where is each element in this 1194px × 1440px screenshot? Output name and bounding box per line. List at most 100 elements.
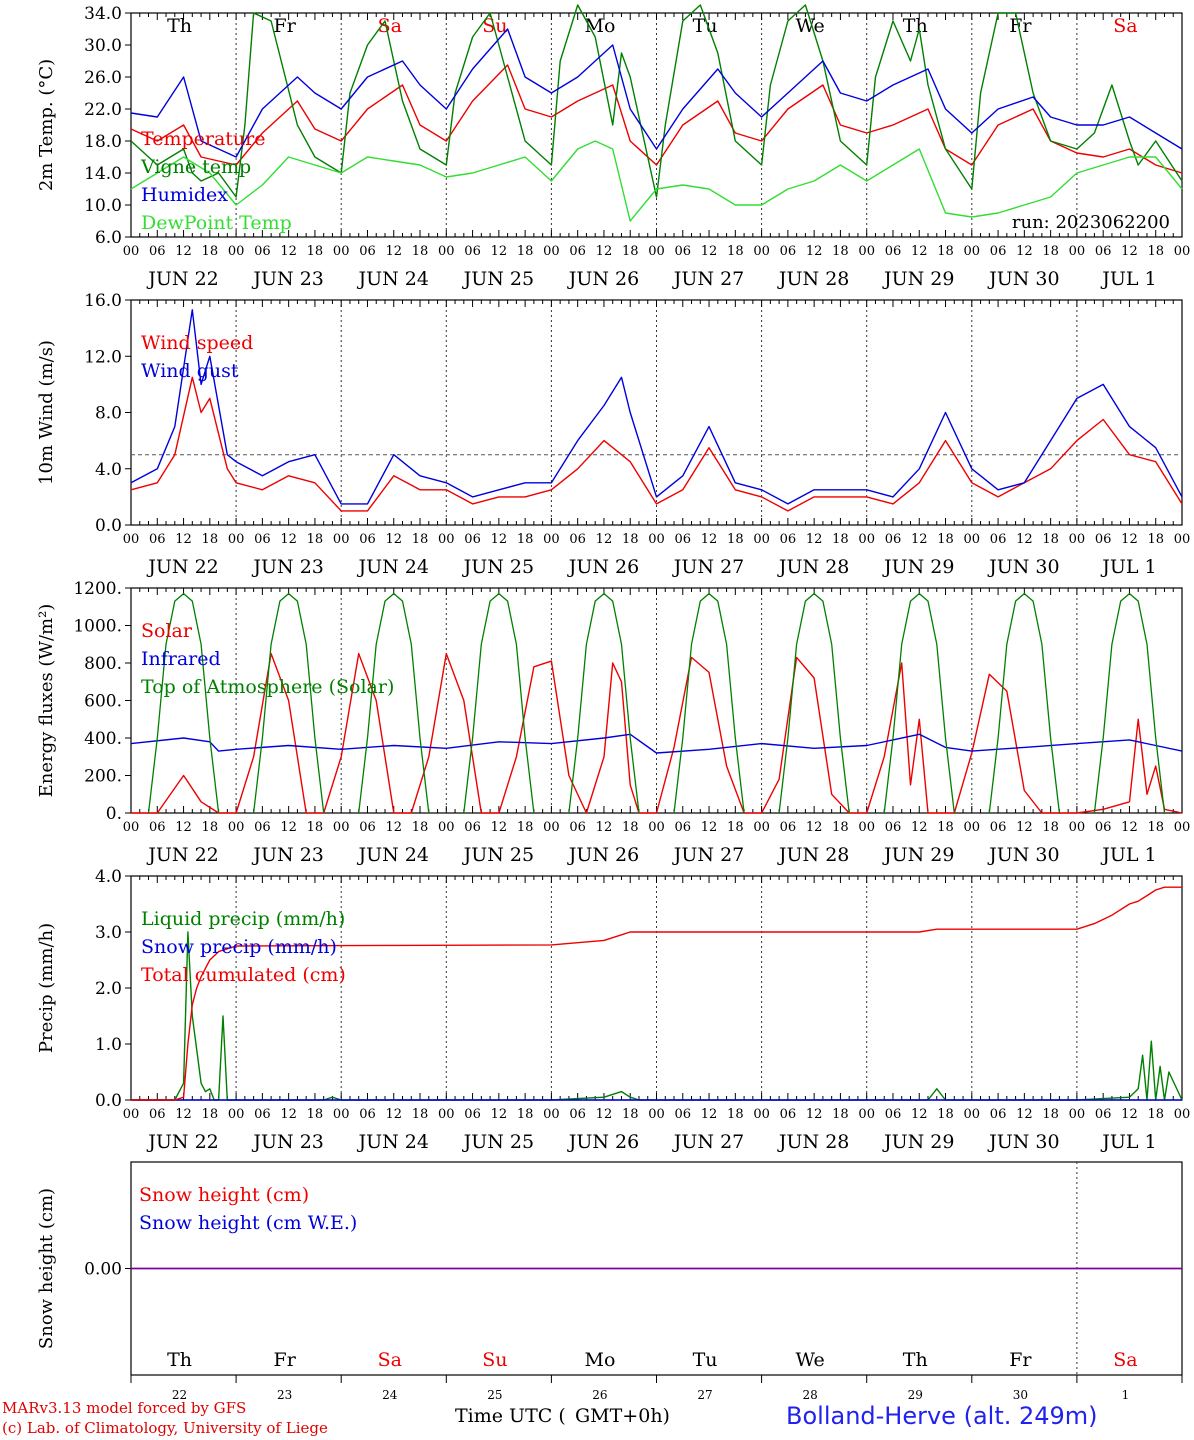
hour-tick-label: 12 <box>1121 244 1138 259</box>
hour-tick-label: 06 <box>1095 820 1112 835</box>
y-tick-label: 10.0 <box>84 196 122 216</box>
hour-tick-label: 06 <box>780 1107 797 1122</box>
hour-tick-label: 12 <box>596 532 613 547</box>
hour-tick-label: 18 <box>517 532 534 547</box>
hour-tick-label: 18 <box>202 1107 219 1122</box>
hour-tick-label: 06 <box>569 532 586 547</box>
hour-tick-label: 00 <box>228 244 245 259</box>
hour-tick-label: 18 <box>727 532 744 547</box>
hour-tick-label: 06 <box>359 820 376 835</box>
y-tick-label: 18.0 <box>84 132 122 152</box>
hour-tick-label: 00 <box>123 1107 140 1122</box>
y-tick-label: 6.0 <box>95 228 122 248</box>
hour-tick-label: 00 <box>858 820 875 835</box>
date-label: JUL 1 <box>1100 556 1156 578</box>
hour-tick-label: 00 <box>964 1107 981 1122</box>
date-label: JUN 26 <box>567 1131 639 1153</box>
hour-tick-label: 06 <box>675 532 692 547</box>
hour-tick-label: 12 <box>175 820 192 835</box>
hour-tick-label: 18 <box>832 820 849 835</box>
hour-tick-label: 18 <box>307 820 324 835</box>
hour-tick-label: 12 <box>385 532 402 547</box>
hour-tick-label: 06 <box>254 1107 271 1122</box>
date-label: JUN 25 <box>462 1131 534 1153</box>
hour-tick-label: 18 <box>1147 820 1164 835</box>
date-label: JUN 28 <box>777 556 849 578</box>
hour-tick-label: 12 <box>385 244 402 259</box>
hour-tick-label: 06 <box>885 820 902 835</box>
hour-tick-label: 06 <box>569 1107 586 1122</box>
hour-tick-label: 18 <box>1042 532 1059 547</box>
day-name-label: Th <box>903 1349 928 1371</box>
hour-tick-label: 18 <box>832 1107 849 1122</box>
date-label: JUN 25 <box>462 556 534 578</box>
hour-tick-label: 06 <box>1095 1107 1112 1122</box>
series-line <box>130 733 1183 754</box>
date-label: JUN 24 <box>357 844 429 866</box>
hour-tick-label: 12 <box>280 820 297 835</box>
hour-tick-label: 00 <box>1174 820 1191 835</box>
time-zone-label: GMT+0h) <box>575 1405 670 1427</box>
hour-tick-label: 18 <box>727 244 744 259</box>
hour-tick-label: 18 <box>1147 532 1164 547</box>
hour-tick-label: 06 <box>780 244 797 259</box>
hour-tick-label: 18 <box>412 820 429 835</box>
date-label: JUN 23 <box>251 1131 323 1153</box>
hour-tick-label: 12 <box>911 1107 928 1122</box>
day-number-label: 25 <box>487 1388 502 1402</box>
hour-tick-label: 18 <box>412 244 429 259</box>
hour-tick-label: 00 <box>753 244 770 259</box>
hour-tick-label: 18 <box>412 1107 429 1122</box>
hour-tick-label: 00 <box>858 1107 875 1122</box>
y-axis-label: 2m Temp. (°C) <box>36 59 57 191</box>
time-axis-label: Time UTC ( <box>455 1405 566 1427</box>
hour-tick-label: 06 <box>569 820 586 835</box>
hour-tick-label: 00 <box>753 1107 770 1122</box>
day-name-label: Fr <box>1009 15 1032 37</box>
hour-tick-label: 12 <box>491 532 508 547</box>
day-name-label: Mo <box>584 1349 615 1371</box>
date-label: JUL 1 <box>1100 1131 1156 1153</box>
y-tick-label: 0.0 <box>95 1091 122 1111</box>
hour-tick-label: 06 <box>569 244 586 259</box>
hour-tick-label: 00 <box>333 244 350 259</box>
date-label: JUN 26 <box>567 844 639 866</box>
hour-tick-label: 00 <box>123 244 140 259</box>
hour-tick-label: 00 <box>1069 244 1086 259</box>
series-line <box>130 64 1183 174</box>
legend-entry: Vigne temp <box>140 156 251 178</box>
series-line <box>130 28 1183 158</box>
y-tick-label: 4.0 <box>95 460 122 480</box>
hour-tick-label: 12 <box>911 820 928 835</box>
date-label: JUN 22 <box>146 844 218 866</box>
legend-entry: Wind speed <box>141 332 253 354</box>
series-line <box>130 4 1183 198</box>
hour-tick-label: 00 <box>228 532 245 547</box>
day-name-label: Sa <box>1113 1349 1137 1371</box>
date-label: JUL 1 <box>1100 844 1156 866</box>
hour-tick-label: 00 <box>543 820 560 835</box>
date-label: JUN 23 <box>251 268 323 290</box>
day-number-label: 24 <box>382 1388 398 1402</box>
date-label: JUN 28 <box>777 844 849 866</box>
hour-tick-label: 12 <box>1121 1107 1138 1122</box>
hour-tick-label: 06 <box>254 820 271 835</box>
hour-tick-label: 00 <box>333 820 350 835</box>
day-name-label: Sa <box>378 1349 402 1371</box>
y-axis-label: Precip (mm/h) <box>36 923 57 1053</box>
hour-tick-label: 12 <box>806 244 823 259</box>
hour-tick-label: 06 <box>464 1107 481 1122</box>
date-label: JUN 26 <box>567 556 639 578</box>
hour-tick-label: 18 <box>412 532 429 547</box>
hour-tick-label: 18 <box>622 244 639 259</box>
y-tick-label: 600. <box>84 692 122 712</box>
legend-entry: Snow height (cm W.E.) <box>139 1212 357 1234</box>
legend-entry: Liquid precip (mm/h) <box>141 908 345 930</box>
date-label: JUN 30 <box>987 556 1059 578</box>
series-line <box>131 931 1183 1101</box>
hour-tick-label: 12 <box>806 820 823 835</box>
series-line <box>673 592 745 814</box>
hour-tick-label: 12 <box>806 1107 823 1122</box>
date-label: JUN 26 <box>567 268 639 290</box>
series-line <box>130 309 1183 505</box>
